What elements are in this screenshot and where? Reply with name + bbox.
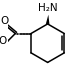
Polygon shape — [46, 15, 49, 24]
Text: O: O — [0, 36, 7, 46]
Text: O: O — [1, 16, 9, 26]
Text: H₂N: H₂N — [38, 3, 57, 13]
